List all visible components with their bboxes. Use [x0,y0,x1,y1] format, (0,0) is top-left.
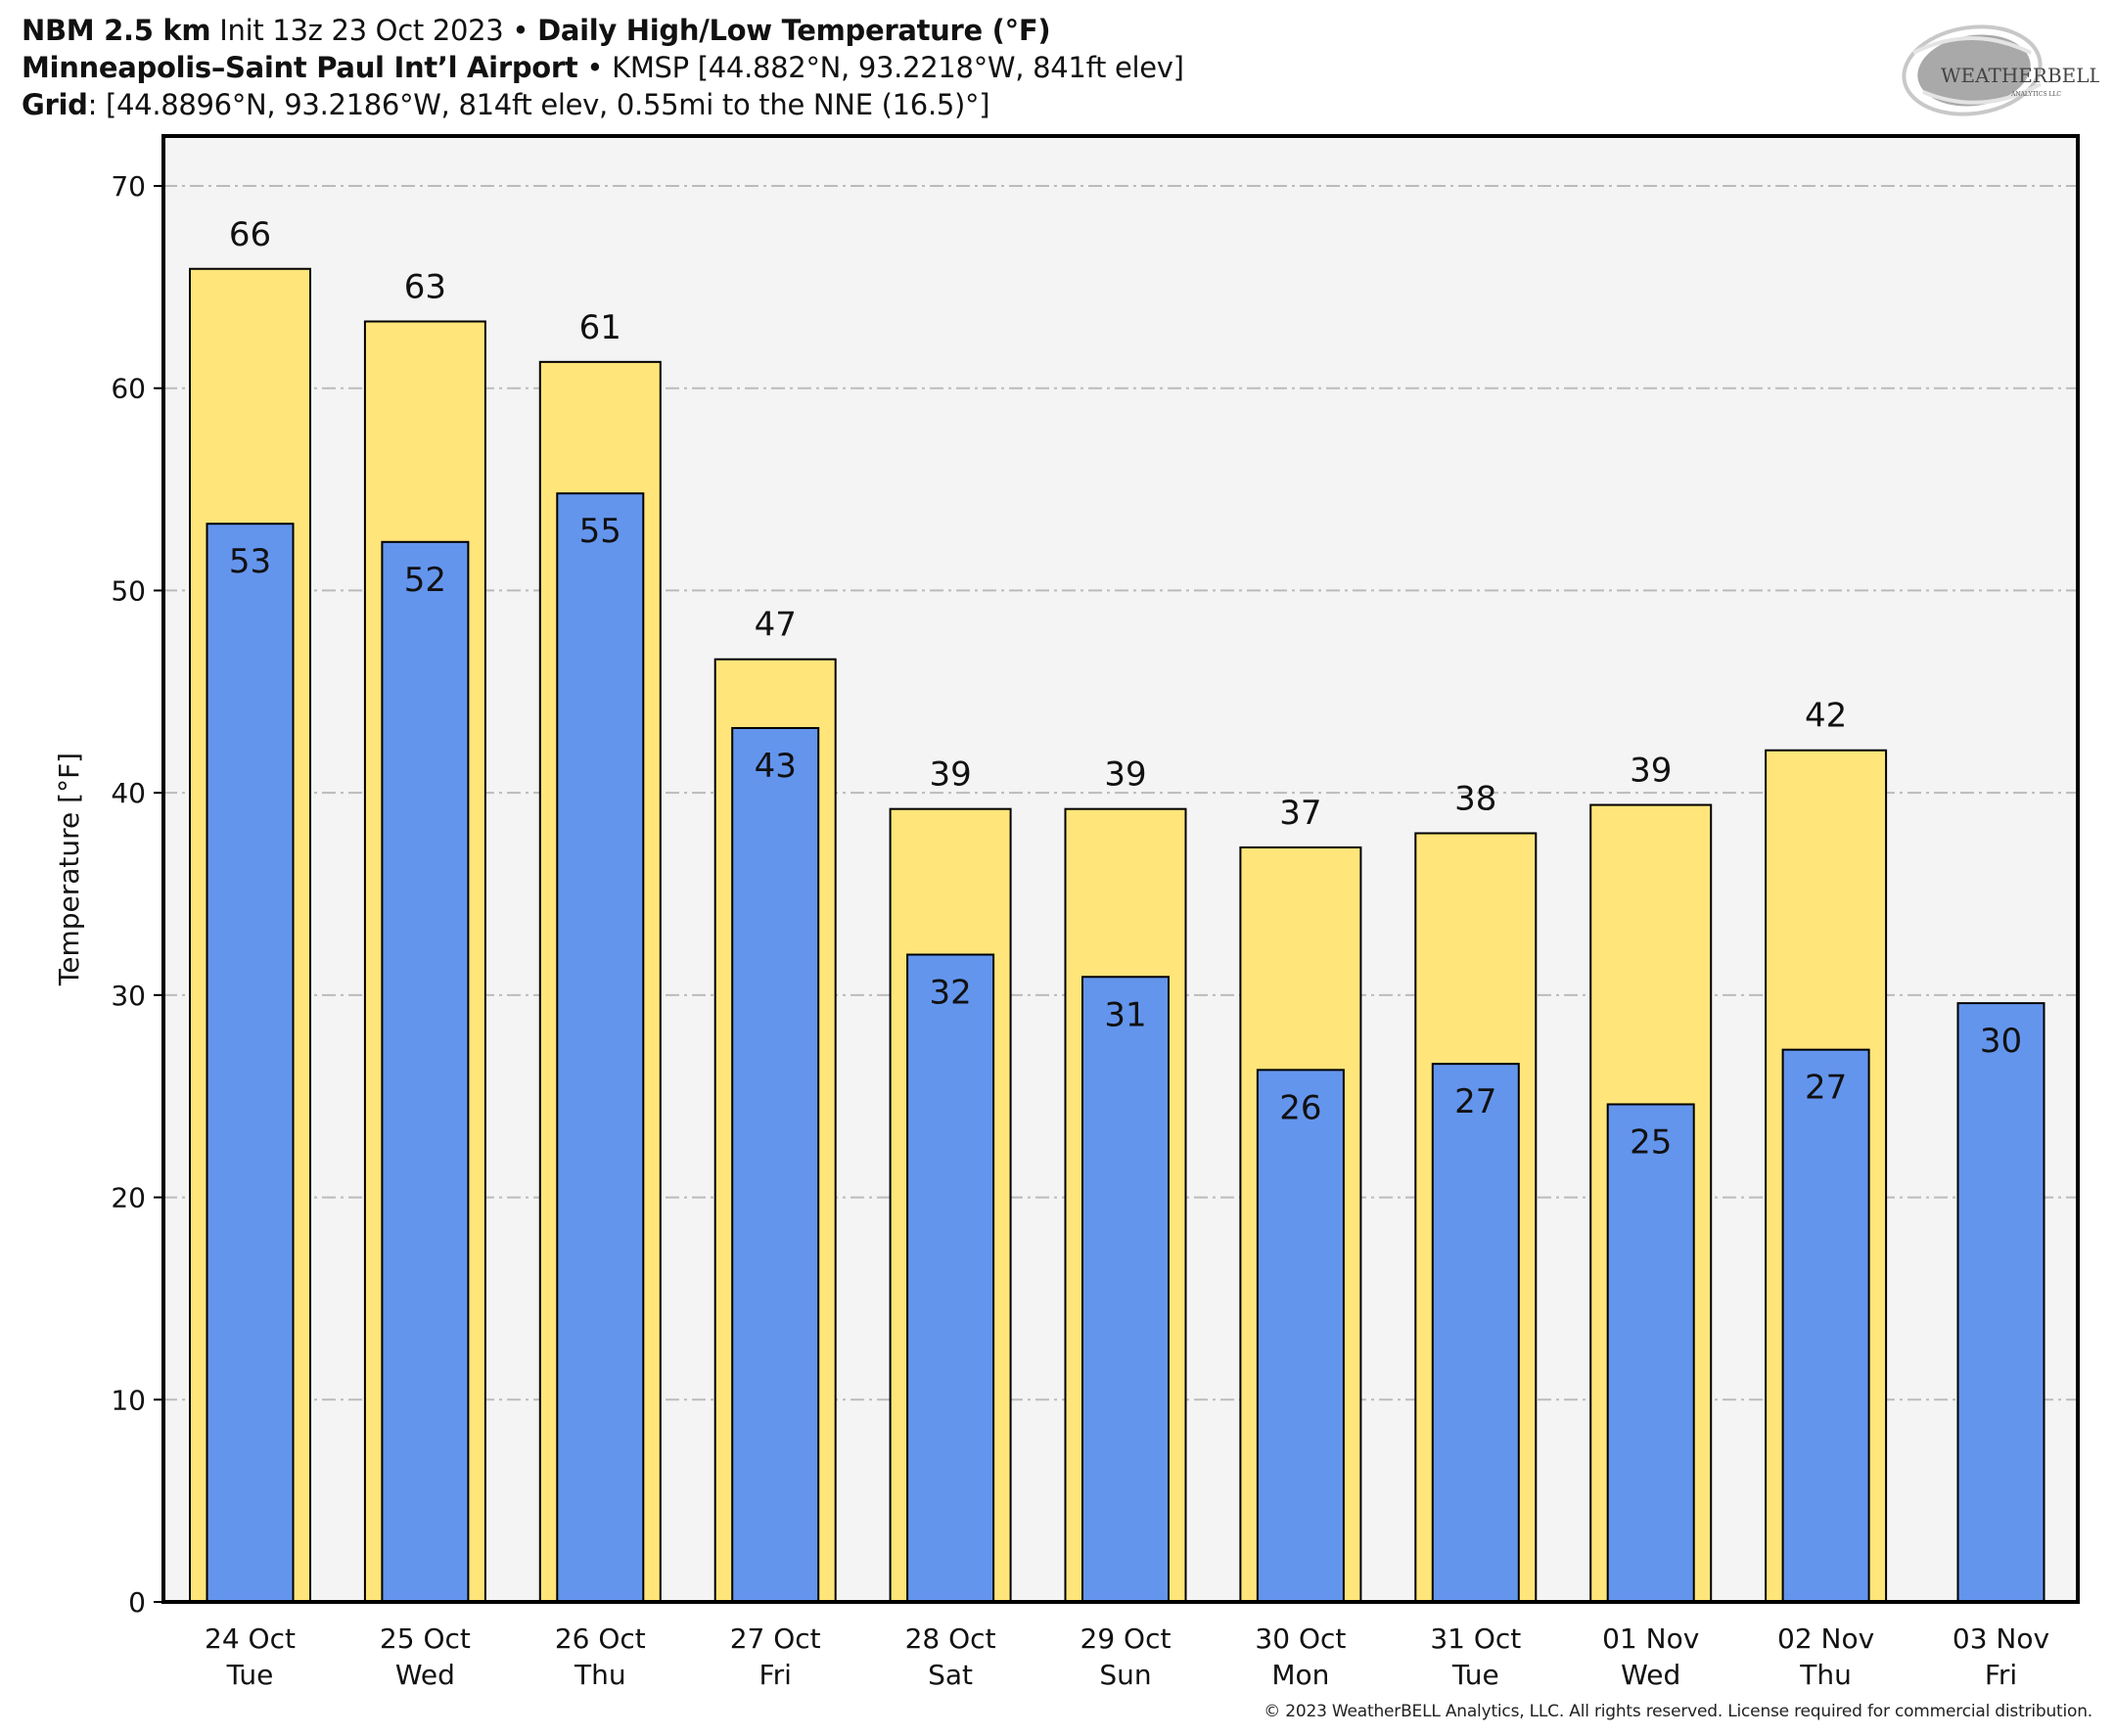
y-axis-label: Temperature [°F] [53,753,85,986]
x-tick-date: 26 Oct [555,1622,646,1655]
model-name: NBM 2.5 km [22,14,211,47]
low-bar [381,540,470,1603]
x-tick-day: Fri [759,1659,792,1691]
data-labels: 66 53 63 52 61 55 47 43 39 32 39 31 37 26 38 27 39 25 42 27… [229,215,2022,1163]
x-tick-date: 31 Oct [1430,1622,1521,1655]
product-name: Daily High/Low Temperature (°F) [537,14,1051,47]
x-tick-day: Tue [1451,1659,1499,1691]
low-bar [206,523,295,1603]
x-tick-day: Fri [1985,1659,2017,1691]
x-tick-date: 28 Oct [905,1622,996,1655]
low-value-label: 27 [1805,1069,1847,1108]
x-axis-ticks: 24 Oct Tue 25 Oct Wed 26 Oct Thu 27 Oct Fri 28 O… [205,1622,2049,1691]
x-tick-date: 27 Oct [730,1622,821,1655]
station-name: Minneapolis–Saint Paul Int’l Airport [22,51,578,84]
low-value-label: 55 [579,512,621,551]
grid-info: : [44.8896°N, 93.2186°W, 814ft elev, 0.5… [87,88,990,121]
y-tick-label: 10 [111,1384,146,1416]
x-tick-date: 02 Nov [1777,1622,1874,1655]
low-value-label: 43 [755,747,797,786]
low-bar [1781,1048,1870,1604]
high-value-label: 39 [1630,752,1672,791]
grid-label: Grid [22,88,88,121]
y-tick-label: 40 [111,777,146,809]
logo-subtext: ANALYTICS LLC [2010,91,2061,98]
x-tick-day: Sun [1099,1659,1151,1691]
y-tick-label: 30 [111,980,146,1012]
low-bar [1081,976,1170,1603]
x-tick-date: 29 Oct [1080,1622,1172,1655]
x-tick-day: Thu [574,1659,626,1691]
y-tick-label: 70 [111,170,146,203]
high-value-label: 42 [1805,697,1847,736]
low-bar [906,953,995,1603]
y-tick-label: 0 [128,1586,146,1619]
low-bar [1606,1103,1695,1604]
station-line: Minneapolis–Saint Paul Int’l Airport • K… [22,49,1184,86]
low-bar [556,492,645,1604]
low-bar [731,726,820,1603]
high-value-label: 39 [1104,755,1146,795]
low-value-label: 31 [1104,995,1146,1034]
x-tick-day: Mon [1271,1659,1329,1691]
high-value-label: 39 [929,755,971,795]
x-tick-date: 03 Nov [1953,1622,2049,1655]
plot-frame [161,134,2080,1604]
weatherbell-logo: WEATHERBELL ANALYTICS LLC [1902,24,2099,116]
low-value-label: 25 [1630,1122,1672,1162]
x-tick-day: Tue [226,1659,274,1691]
y-tick-label: 50 [111,574,146,607]
station-info: • KMSP [44.882°N, 93.2218°W, 841ft elev] [577,51,1184,84]
high-value-label: 66 [229,215,271,254]
low-value-label: 30 [1980,1022,2022,1061]
copyright-notice: © 2023 WeatherBELL Analytics, LLC. All r… [1264,1702,2092,1721]
x-tick-date: 25 Oct [380,1622,471,1655]
low-value-label: 52 [404,561,446,600]
low-bar [1256,1069,1345,1603]
x-tick-day: Thu [1799,1659,1852,1691]
low-bars [206,492,2045,1604]
x-tick-day: Wed [1621,1659,1680,1691]
x-tick-day: Sat [928,1659,973,1691]
high-value-label: 47 [755,606,797,645]
low-bar [1956,1002,2045,1603]
logo-text: WEATHERBELL [1941,64,2099,87]
init-time: Init 13z 23 Oct 2023 • [210,14,538,47]
high-value-label: 61 [579,308,621,347]
x-tick-date: 24 Oct [205,1622,296,1655]
x-tick-date: 30 Oct [1255,1622,1346,1655]
high-value-label: 37 [1279,794,1321,833]
x-tick-day: Wed [395,1659,455,1691]
low-bar [1431,1063,1520,1603]
grid-line: Grid: [44.8896°N, 93.2186°W, 814ft elev,… [22,86,990,123]
low-value-label: 32 [929,974,971,1013]
high-value-label: 38 [1454,779,1496,818]
y-tick-label: 20 [111,1182,146,1214]
y-tick-label: 60 [111,373,146,405]
y-axis-ticks: 0 10 20 30 40 50 60 70 [111,170,163,1619]
x-tick-date: 01 Nov [1602,1622,1699,1655]
chart-title-line: NBM 2.5 km Init 13z 23 Oct 2023 • Daily … [22,12,1051,49]
low-value-label: 53 [229,542,271,581]
high-value-label: 63 [404,267,446,306]
low-value-label: 27 [1454,1082,1496,1121]
low-value-label: 26 [1279,1088,1321,1127]
